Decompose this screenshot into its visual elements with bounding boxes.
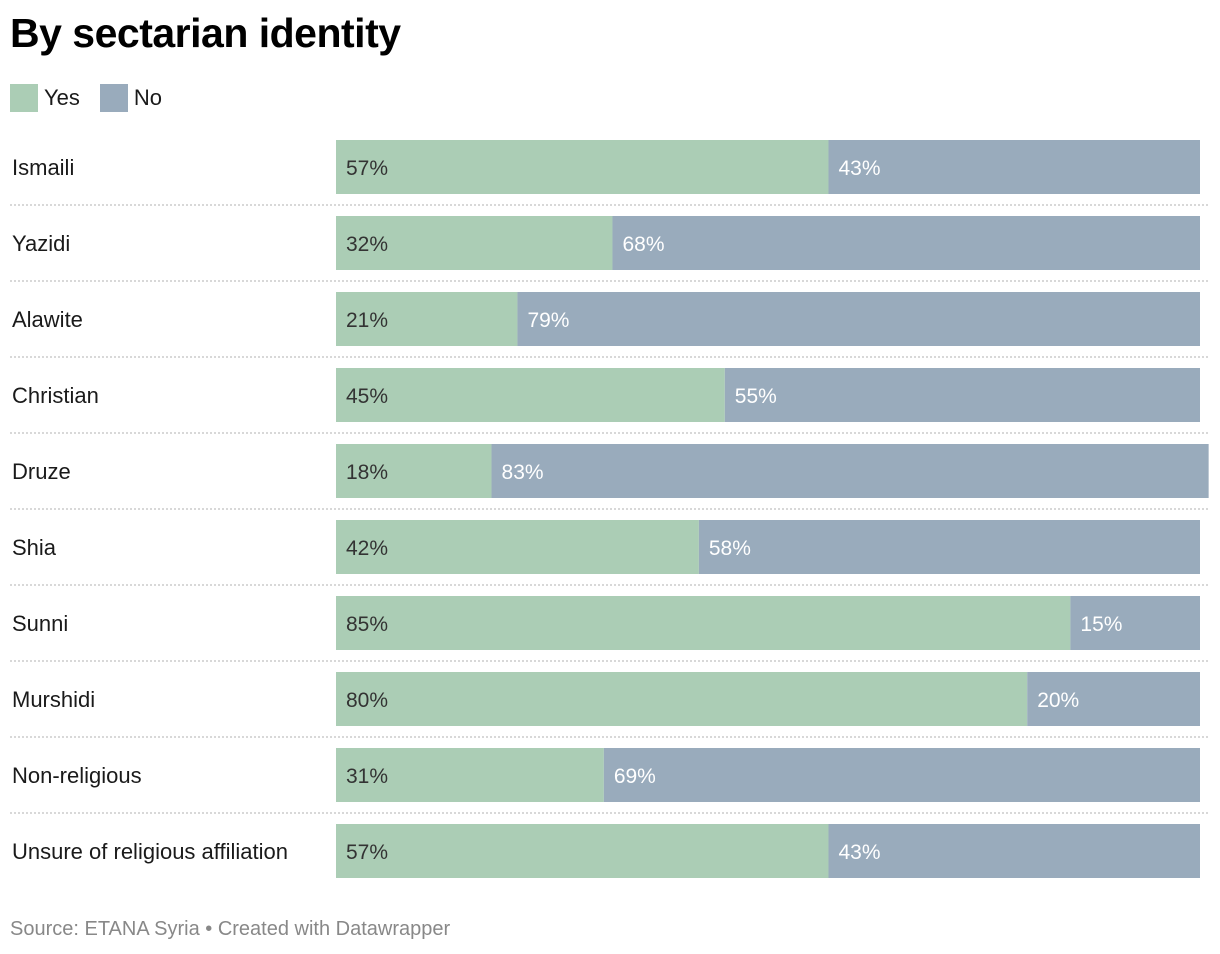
category-label: Christian — [12, 383, 99, 408]
data-label-no: 58% — [709, 537, 751, 560]
bar-segment-no — [603, 748, 1200, 802]
data-label-no: 68% — [622, 233, 664, 256]
bar-row: Unsure of religious affiliation 57% 43% — [12, 824, 1200, 878]
bar-segment-yes — [336, 596, 1071, 650]
legend-label-yes: Yes — [44, 85, 80, 110]
category-label: Non-religious — [12, 763, 142, 788]
bar-row: Alawite 21% 79% — [10, 292, 1208, 358]
bar-row: Sunni 85% 15% — [10, 596, 1208, 662]
bar-segment-no — [612, 216, 1200, 270]
category-label: Yazidi — [12, 231, 70, 256]
data-label-no: 43% — [838, 841, 880, 864]
bar-row: Non-religious 31% 69% — [10, 748, 1208, 814]
data-label-yes: 85% — [346, 613, 388, 636]
category-label: Druze — [12, 459, 71, 484]
bar-segment-no — [724, 368, 1200, 422]
bar-row: Yazidi 32% 68% — [10, 216, 1208, 282]
bar-row: Murshidi 80% 20% — [10, 672, 1208, 738]
legend: Yes No — [10, 84, 182, 112]
legend-swatch-yes — [10, 84, 38, 112]
bar-segment-no — [517, 292, 1200, 346]
data-label-yes: 18% — [346, 461, 388, 484]
bar-segment-yes — [336, 216, 613, 270]
data-label-yes: 57% — [346, 841, 388, 864]
legend-item-no: No — [99, 84, 163, 112]
data-label-no: 79% — [527, 309, 569, 332]
data-label-yes: 31% — [346, 765, 388, 788]
bar-segment-yes — [336, 292, 518, 346]
bar-segment-yes — [336, 672, 1028, 726]
category-label: Ismaili — [12, 155, 74, 180]
bar-segment-yes — [336, 520, 699, 574]
bar-segment-yes — [336, 748, 604, 802]
data-label-yes: 42% — [346, 537, 388, 560]
source-note: Source: ETANA Syria • Created with Dataw… — [10, 918, 451, 940]
legend-label-no: No — [133, 85, 163, 110]
data-label-no: 55% — [735, 385, 777, 408]
category-label: Alawite — [12, 307, 83, 332]
bar-segment-yes — [336, 368, 725, 422]
bar-segment-no — [1027, 672, 1200, 726]
chart-title: By sectarian identity — [10, 10, 401, 56]
bar-segment-yes — [336, 444, 492, 498]
category-label: Shia — [12, 535, 57, 560]
bar-segment-no — [698, 520, 1200, 574]
legend-item-yes: Yes — [10, 84, 80, 112]
bar-segment-no — [828, 140, 1200, 194]
data-label-no: 43% — [838, 157, 880, 180]
data-label-no: 20% — [1037, 689, 1079, 712]
category-label: Sunni — [12, 611, 68, 636]
data-label-no: 69% — [614, 765, 656, 788]
data-label-yes: 57% — [346, 157, 388, 180]
data-label-yes: 80% — [346, 689, 388, 712]
bar-segment-no — [491, 444, 1209, 498]
data-label-no: 83% — [502, 461, 544, 484]
category-label: Murshidi — [12, 687, 95, 712]
bar-row: Ismaili 57% 43% — [10, 140, 1208, 206]
bar-segment-no — [1070, 596, 1200, 650]
bar-row: Druze 18% 83% — [10, 444, 1209, 510]
data-label-yes: 32% — [346, 233, 388, 256]
category-label: Unsure of religious affiliation — [12, 839, 288, 864]
data-label-yes: 45% — [346, 385, 388, 408]
bar-row: Christian 45% 55% — [10, 368, 1208, 434]
data-label-no: 15% — [1080, 613, 1122, 636]
data-label-yes: 21% — [346, 309, 388, 332]
bar-segment-no — [828, 824, 1200, 878]
legend-swatch-no — [99, 84, 128, 112]
bar-segment-yes — [336, 140, 829, 194]
bar-row: Shia 42% 58% — [10, 520, 1208, 586]
bar-segment-yes — [336, 824, 829, 878]
